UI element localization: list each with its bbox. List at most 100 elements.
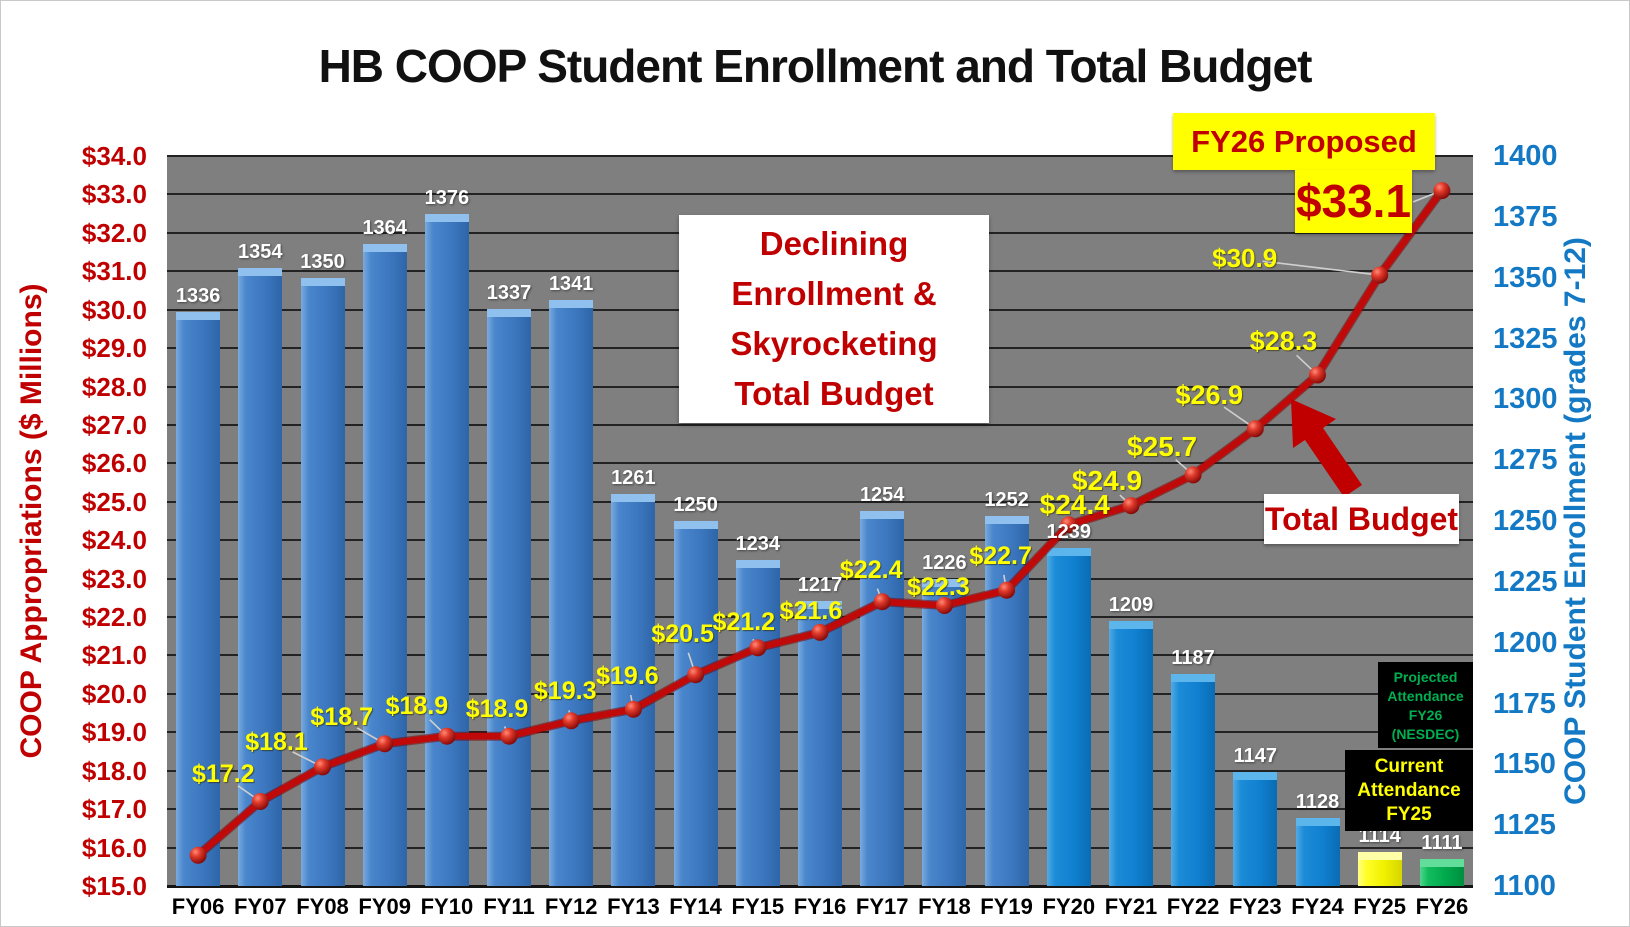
x-axis-label-FY21: FY21	[1104, 894, 1158, 919]
left-axis-tick: $23.0	[81, 563, 147, 594]
bar-FY20	[1046, 547, 1091, 886]
bar-value-label-FY21: 1209	[1108, 593, 1154, 616]
total-budget-label-box: Total Budget	[1264, 494, 1459, 544]
bar-value-label-FY14: 1250	[673, 494, 718, 516]
bar-top-bevel	[300, 277, 345, 286]
bar-FY08	[300, 277, 345, 886]
left-axis-tick: $17.0	[81, 794, 147, 825]
bar-top-bevel	[238, 267, 283, 276]
bar-FY19	[984, 516, 1029, 886]
left-axis-tick: $30.0	[81, 294, 147, 325]
bar-top-bevel	[1109, 620, 1153, 629]
fy26-value-box: $33.1	[1295, 170, 1412, 233]
bar-value-label-FY13: 1261	[611, 467, 656, 490]
bar-FY09	[362, 243, 407, 886]
bar-top-bevel	[487, 309, 531, 318]
declining-enrollment-callout: Declining Enrollment & Skyrocketing Total B…	[679, 215, 989, 423]
annotation-line: (NESDEC)	[1391, 726, 1460, 742]
budget-point-label-FY23: $26.9	[1175, 380, 1244, 410]
projected-attendance-box: Projected Attendance FY26 (NESDEC)	[1378, 662, 1473, 748]
left-axis-tick: $31.0	[81, 256, 147, 287]
bar-FY07	[238, 267, 283, 886]
right-axis-tick: 1175	[1493, 687, 1556, 720]
right-axis-tick: 1125	[1493, 809, 1556, 842]
bar-value-label-FY26: 1111	[1421, 832, 1463, 855]
x-axis-label-FY16: FY16	[793, 894, 847, 919]
x-axis-label-FY20: FY20	[1042, 894, 1096, 919]
x-axis-label-FY07: FY07	[234, 894, 287, 919]
bar-FY26	[1419, 859, 1464, 886]
budget-point-label-FY18: $22.3	[907, 573, 970, 601]
bar-FY22	[1171, 674, 1216, 886]
budget-point-label-FY25: $30.9	[1212, 243, 1278, 273]
bar-top-bevel	[1357, 851, 1402, 860]
right-axis-tick: 1225	[1493, 565, 1558, 598]
left-axis-tick: $16.0	[81, 832, 147, 863]
bar-top-bevel	[176, 311, 221, 320]
bar-FY11	[487, 309, 531, 886]
bar-value-label-FY17: 1254	[859, 484, 905, 507]
x-axis-label-FY08: FY08	[296, 894, 349, 919]
bar-FY16	[798, 601, 842, 886]
bar-FY06	[176, 311, 221, 886]
x-axis-label-FY26: FY26	[1415, 894, 1469, 919]
annotation-line: Total Budget	[734, 375, 934, 412]
right-axis-tick: 1350	[1493, 261, 1558, 294]
bar-FY12	[549, 299, 594, 886]
budget-point-label-FY21: $24.9	[1071, 465, 1143, 497]
bar-FY14	[673, 521, 718, 886]
gridline	[167, 193, 1473, 196]
x-axis-label-FY25: FY25	[1353, 894, 1406, 919]
left-axis-tick: $26.0	[81, 448, 147, 479]
bar-FY21	[1109, 620, 1153, 886]
bar-FY23	[1233, 771, 1278, 886]
bar-top-bevel	[735, 559, 780, 568]
bar-top-bevel	[362, 243, 407, 252]
left-axis-tick: $19.0	[81, 717, 147, 748]
x-axis-label-FY22: FY22	[1166, 894, 1220, 919]
right-axis-tick: 1250	[1493, 505, 1558, 537]
x-axis-label-FY15: FY15	[731, 894, 785, 919]
x-axis-label-FY19: FY19	[980, 894, 1033, 919]
left-axis-tick: $29.0	[81, 333, 147, 364]
bar-top-bevel	[424, 214, 469, 223]
bar-value-label-FY12: 1341	[548, 272, 594, 295]
x-axis-label-FY11: FY11	[483, 894, 535, 919]
bar-top-bevel	[860, 511, 905, 520]
x-axis-label-FY10: FY10	[420, 894, 474, 919]
bar-FY25	[1357, 851, 1402, 886]
left-axis-tick: $20.0	[81, 678, 147, 709]
budget-point-label-FY24: $28.3	[1249, 326, 1318, 357]
gridline	[167, 885, 1473, 888]
bar-value-label-FY06: 1336	[175, 284, 221, 307]
left-axis-tick: $33.0	[81, 179, 147, 210]
budget-point-label-FY19: $22.7	[969, 541, 1032, 570]
right-axis-tick: 1275	[1493, 444, 1558, 477]
x-axis-label-FY13: FY13	[607, 894, 660, 919]
bar-FY10	[424, 214, 469, 886]
right-axis-tick: 1200	[1493, 626, 1558, 659]
right-axis-tick: 1400	[1493, 140, 1558, 172]
gridline	[167, 155, 1473, 157]
bar-value-label-FY09: 1364	[362, 216, 407, 239]
annotation-line: FY26	[1408, 707, 1443, 723]
bar-value-label-FY23: 1147	[1233, 744, 1277, 767]
x-axis-label-FY09: FY09	[358, 894, 411, 919]
left-axis-tick: $34.0	[81, 141, 147, 171]
bar-top-bevel	[1419, 859, 1464, 868]
chart-title: HB COOP Student Enrollment and Total Bud…	[318, 40, 1313, 92]
budget-point-label-FY13: $19.6	[596, 661, 659, 690]
left-axis-tick: $28.0	[81, 371, 147, 402]
bar-FY18	[922, 579, 967, 886]
x-axis-label-FY18: FY18	[918, 894, 971, 919]
x-axis-label-FY24: FY24	[1291, 894, 1344, 919]
bar-top-bevel	[1171, 674, 1216, 683]
bar-value-label-FY10: 1376	[424, 187, 470, 210]
annotation-line: Attendance	[1357, 780, 1461, 801]
left-axis-tick: $15.0	[81, 871, 147, 901]
x-axis-label-FY06: FY06	[171, 894, 225, 919]
left-axis-tick: $22.0	[81, 602, 147, 633]
annotation-line: Projected	[1393, 669, 1458, 685]
bar-top-bevel	[549, 299, 594, 308]
